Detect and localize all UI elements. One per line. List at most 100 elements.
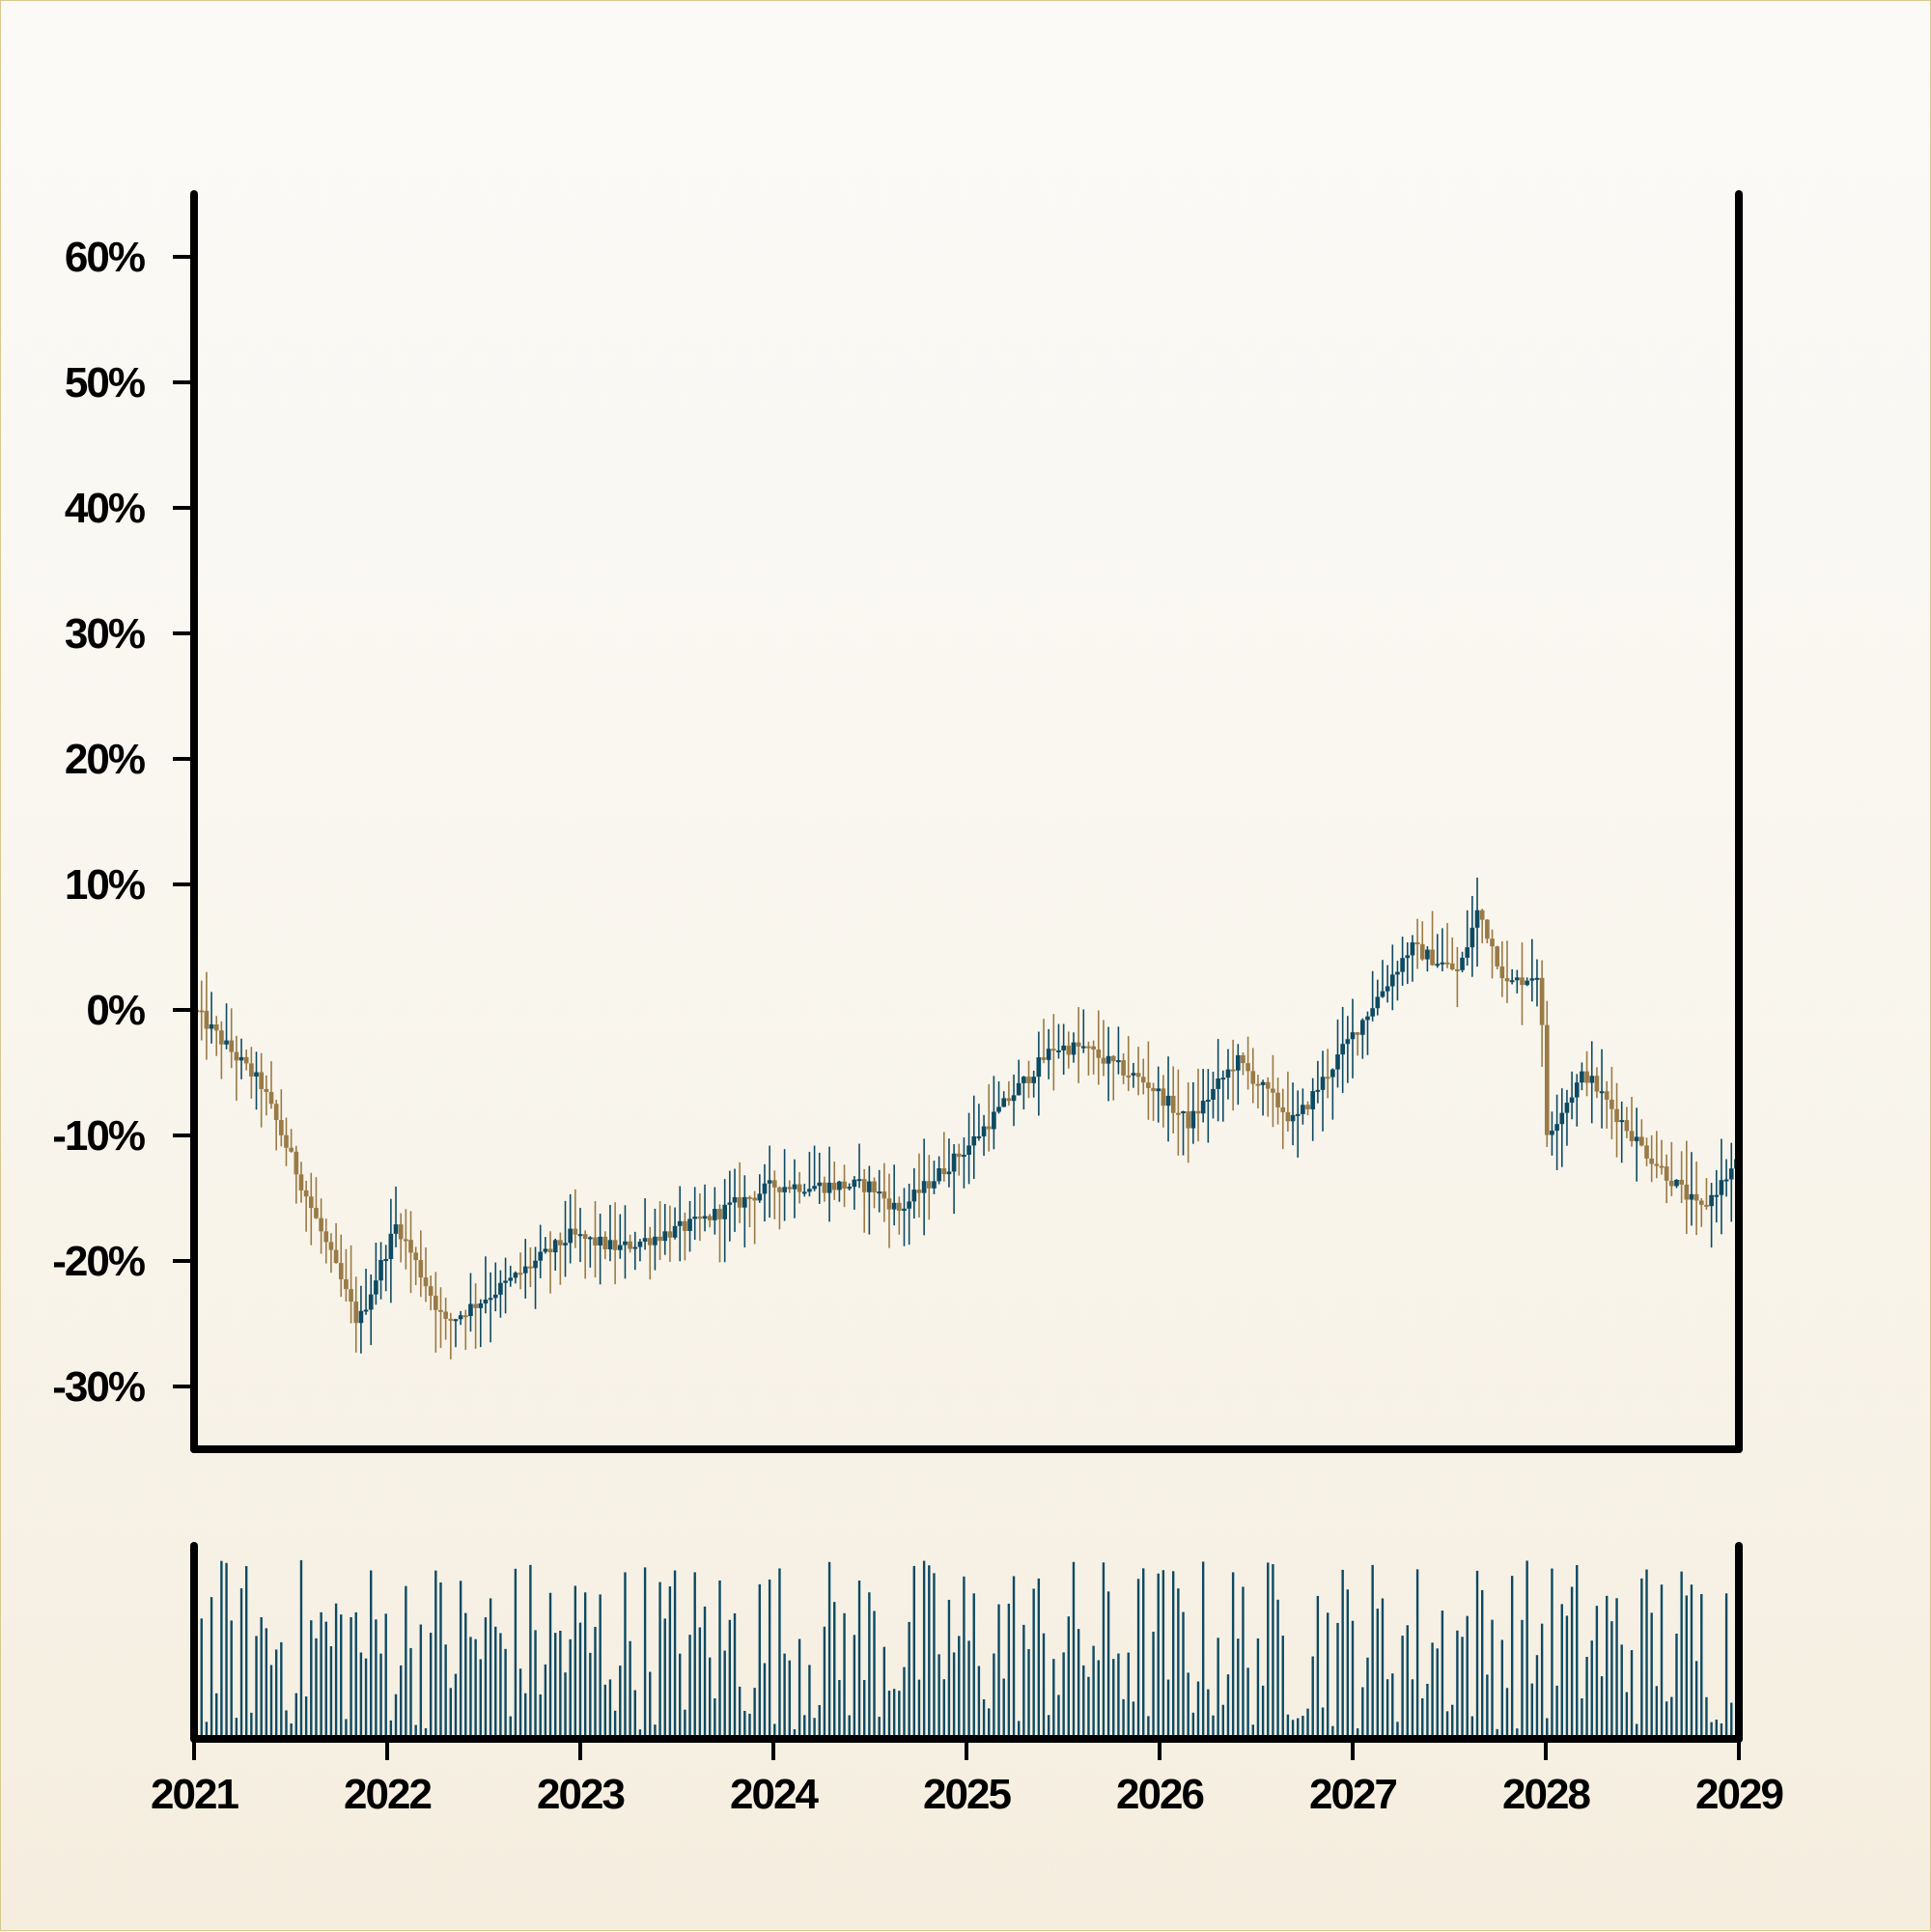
- price-body: [907, 1201, 911, 1209]
- volume-bar: [1052, 1659, 1055, 1739]
- volume-bar: [638, 1729, 642, 1739]
- volume-bar: [315, 1638, 318, 1739]
- volume-bar: [1521, 1619, 1524, 1739]
- volume-bar: [619, 1666, 622, 1739]
- volume-bar: [933, 1573, 936, 1739]
- volume-bar: [1371, 1564, 1374, 1739]
- volume-bar: [1640, 1578, 1643, 1739]
- volume-bar: [1196, 1681, 1200, 1739]
- price-body: [1195, 1110, 1201, 1114]
- price-body: [926, 1181, 932, 1189]
- volume-bar: [1635, 1723, 1638, 1739]
- price-body: [767, 1180, 772, 1184]
- price-body: [713, 1209, 717, 1220]
- price-body: [1419, 943, 1425, 960]
- price-body: [697, 1217, 703, 1219]
- price-body: [558, 1240, 563, 1246]
- price-body: [434, 1296, 438, 1310]
- price-body: [538, 1251, 544, 1261]
- price-body: [1200, 1101, 1206, 1114]
- price-body: [787, 1187, 793, 1190]
- price-body: [1235, 1054, 1241, 1071]
- y-axis-ticks: 60% 50% 40% 30% 20% 10% 0% -10% -20% -30%: [52, 234, 194, 1411]
- volume-bar: [299, 1559, 303, 1739]
- price-body: [552, 1240, 558, 1253]
- price-body: [1315, 1089, 1321, 1092]
- volume-bar: [688, 1635, 691, 1739]
- volume-bar: [1546, 1718, 1549, 1739]
- volume-bar: [668, 1586, 672, 1739]
- volume-bar: [274, 1649, 278, 1739]
- volume-bar: [518, 1668, 522, 1739]
- volume-bar: [679, 1653, 682, 1739]
- price-body: [1140, 1077, 1146, 1083]
- price-body: [1649, 1158, 1654, 1164]
- price-body: [1539, 977, 1545, 1025]
- volume-bar: [912, 1565, 916, 1739]
- price-body: [284, 1134, 289, 1148]
- volume-bar: [340, 1614, 343, 1739]
- volume-bar: [1127, 1652, 1130, 1739]
- y-tick-label: 0%: [86, 987, 144, 1034]
- volume-bar: [364, 1658, 368, 1739]
- y-tick-label: 20%: [65, 736, 145, 783]
- price-body: [1515, 977, 1520, 981]
- volume-bar: [454, 1673, 458, 1739]
- volume-bar: [1281, 1636, 1284, 1739]
- price-body: [568, 1228, 573, 1244]
- price-body: [1440, 962, 1445, 965]
- volume-bar: [594, 1626, 597, 1739]
- volume-bar: [708, 1657, 712, 1739]
- volume-bar: [758, 1583, 762, 1739]
- price-body: [468, 1303, 473, 1317]
- price-body: [956, 1153, 962, 1158]
- volume-bar: [603, 1684, 607, 1739]
- volume-bar: [997, 1604, 1000, 1739]
- volume-bar: [354, 1611, 357, 1739]
- volume-bar: [1242, 1586, 1245, 1739]
- price-body: [1101, 1057, 1106, 1064]
- volume-bar: [1581, 1698, 1583, 1739]
- price-body: [1709, 1194, 1714, 1207]
- x-tick-label: 2022: [344, 1771, 431, 1818]
- volume-bar: [823, 1626, 826, 1739]
- price-body: [1698, 1200, 1704, 1205]
- price-body: [1414, 942, 1420, 945]
- volume-bar: [714, 1698, 716, 1739]
- volume-bar: [1496, 1728, 1498, 1739]
- price-body: [243, 1056, 249, 1064]
- volume-bar: [389, 1720, 393, 1739]
- volume-bar: [922, 1560, 926, 1739]
- price-body: [473, 1303, 478, 1308]
- volume-bar: [1525, 1560, 1528, 1739]
- volume-bar: [205, 1722, 209, 1739]
- price-body: [224, 1040, 229, 1045]
- price-body: [1634, 1136, 1639, 1141]
- price-body: [1569, 1097, 1575, 1104]
- volume-bar: [320, 1611, 322, 1739]
- price-body: [1485, 919, 1490, 939]
- volume-bar: [474, 1638, 477, 1739]
- volume-bar: [1431, 1642, 1434, 1739]
- price-body: [254, 1072, 259, 1077]
- volume-bar: [280, 1641, 283, 1739]
- price-body: [692, 1217, 698, 1219]
- volume-bar: [414, 1724, 417, 1739]
- price-body: [453, 1319, 459, 1322]
- volume-bar: [255, 1636, 258, 1739]
- price-body: [1271, 1088, 1275, 1093]
- volume-bar: [1356, 1728, 1359, 1739]
- volume-bar: [1461, 1637, 1464, 1739]
- volume-bar: [269, 1665, 273, 1739]
- price-body: [852, 1179, 857, 1188]
- volume-bar: [494, 1626, 497, 1739]
- volume-bar: [1610, 1621, 1613, 1739]
- price-body: [623, 1241, 628, 1246]
- x-tick-label: 2026: [1116, 1771, 1203, 1818]
- volume-bar: [1530, 1683, 1534, 1739]
- price-body: [1728, 1168, 1734, 1180]
- price-body: [747, 1196, 752, 1199]
- price-body: [204, 1010, 210, 1029]
- volume-bar: [285, 1710, 288, 1739]
- price-body: [328, 1242, 334, 1250]
